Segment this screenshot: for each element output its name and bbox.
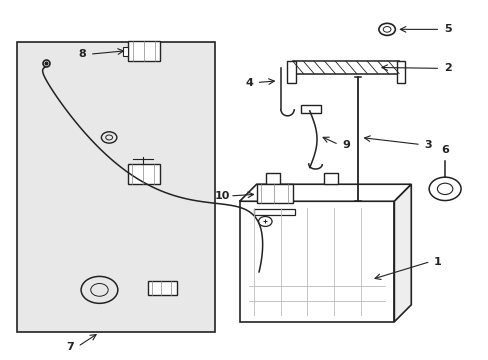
Bar — [17, 42, 215, 332]
Text: 10: 10 — [215, 191, 230, 201]
Bar — [286, 61, 295, 82]
Bar — [254, 209, 295, 215]
Bar — [128, 164, 160, 184]
Bar — [396, 61, 405, 82]
Bar — [324, 173, 337, 184]
Bar — [239, 201, 393, 322]
Bar — [128, 41, 160, 61]
Polygon shape — [393, 184, 410, 322]
Text: 7: 7 — [66, 342, 74, 352]
Bar — [122, 47, 128, 56]
Bar — [301, 105, 321, 113]
Text: 4: 4 — [245, 77, 253, 87]
Bar — [256, 184, 292, 203]
Text: 1: 1 — [433, 257, 441, 266]
Polygon shape — [239, 184, 410, 201]
Bar — [265, 173, 279, 184]
Text: 8: 8 — [79, 49, 86, 59]
Text: 9: 9 — [342, 140, 349, 149]
Bar — [147, 281, 177, 295]
Text: 2: 2 — [443, 63, 450, 73]
Text: 3: 3 — [424, 140, 431, 149]
Text: 6: 6 — [440, 145, 448, 155]
Bar — [292, 61, 398, 74]
Text: 5: 5 — [443, 24, 450, 34]
